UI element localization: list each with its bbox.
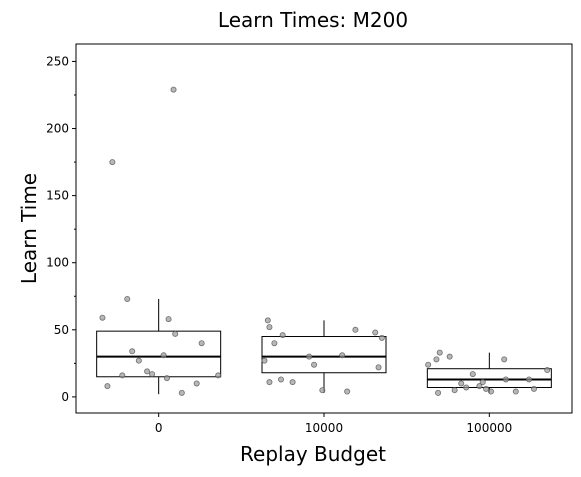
plot-area: 0 50 100 150 200 250 0 10000 100000: [46, 44, 572, 435]
data-point: [435, 390, 440, 395]
data-point: [426, 362, 431, 367]
data-point: [353, 327, 358, 332]
data-point: [278, 377, 283, 382]
x-tick-label: 0: [155, 421, 163, 435]
data-point: [105, 384, 110, 389]
data-point: [503, 377, 508, 382]
data-point: [267, 380, 272, 385]
data-point: [483, 386, 488, 391]
data-point: [149, 371, 154, 376]
data-point: [340, 353, 345, 358]
data-point: [307, 354, 312, 359]
data-point: [464, 385, 469, 390]
data-point: [320, 388, 325, 393]
data-point: [171, 87, 176, 92]
x-axis-label: Replay Budget: [240, 442, 386, 466]
chart-title: Learn Times: M200: [218, 8, 408, 32]
box-iqr: [427, 369, 551, 388]
data-point: [434, 357, 439, 362]
data-point: [216, 373, 221, 378]
y-tick-label: 200: [46, 122, 69, 136]
y-tick-label: 100: [46, 256, 69, 270]
data-point: [125, 296, 130, 301]
x-tick-label: 100000: [466, 421, 512, 435]
data-point: [199, 341, 204, 346]
data-point: [110, 159, 115, 164]
box-iqr: [97, 331, 221, 377]
data-point: [470, 371, 475, 376]
data-point: [437, 350, 442, 355]
data-point: [100, 315, 105, 320]
y-axis-label: Learn Time: [17, 173, 41, 284]
plot-frame: [76, 44, 572, 413]
data-point: [265, 318, 270, 323]
data-point: [376, 365, 381, 370]
x-tick-label: 10000: [305, 421, 343, 435]
data-point: [545, 367, 550, 372]
data-point: [311, 362, 316, 367]
data-point: [452, 388, 457, 393]
data-point: [488, 389, 493, 394]
data-point: [447, 354, 452, 359]
data-point: [513, 389, 518, 394]
data-point: [179, 390, 184, 395]
data-point: [136, 358, 141, 363]
data-point: [345, 389, 350, 394]
data-point: [173, 331, 178, 336]
data-point: [290, 380, 295, 385]
y-tick-label: 50: [54, 323, 69, 337]
data-point: [280, 333, 285, 338]
data-point: [379, 335, 384, 340]
data-point: [130, 349, 135, 354]
y-tick-label: 150: [46, 189, 69, 203]
data-point: [272, 341, 277, 346]
data-point: [502, 357, 507, 362]
data-point: [480, 380, 485, 385]
y-tick-label: 250: [46, 54, 69, 68]
data-point: [120, 373, 125, 378]
data-point: [161, 353, 166, 358]
data-point: [144, 369, 149, 374]
data-point: [373, 330, 378, 335]
data-point: [526, 377, 531, 382]
box-iqr: [262, 337, 386, 373]
data-point: [194, 381, 199, 386]
data-point: [262, 358, 267, 363]
y-tick-label: 0: [61, 390, 69, 404]
data-point: [166, 316, 171, 321]
data-point: [164, 376, 169, 381]
data-point: [531, 386, 536, 391]
data-point: [267, 325, 272, 330]
data-point: [459, 381, 464, 386]
